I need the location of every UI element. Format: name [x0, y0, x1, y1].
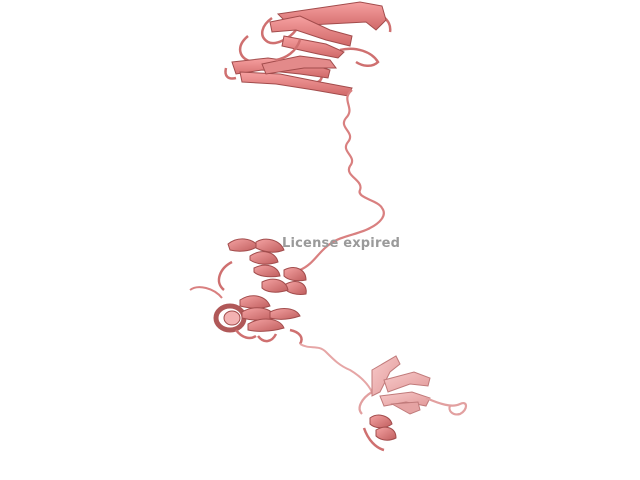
domain-middle-helix-bundle [189, 238, 307, 345]
domain-bottom-beta [358, 355, 468, 452]
license-expired-watermark: License expired [282, 236, 401, 251]
domain-top-beta-sheet [224, 1, 392, 97]
linker-coil-upper [299, 89, 385, 272]
linker-coil-lower [299, 343, 373, 393]
